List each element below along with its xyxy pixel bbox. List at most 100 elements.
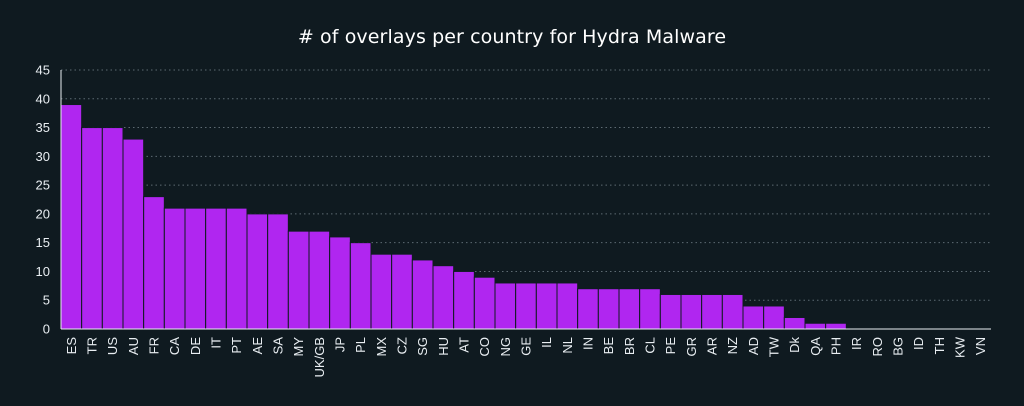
x-tick-label-co: CO (477, 337, 492, 357)
x-tick-label-qa: QA (808, 337, 823, 356)
x-tick-label-ph: PH (829, 337, 844, 355)
x-tick-label-il: IL (539, 337, 554, 348)
y-tick-label-15: 15 (36, 235, 50, 250)
x-tick-label-sg: SG (415, 337, 430, 356)
x-tick-label-ae: AE (250, 337, 265, 355)
x-tick-label-ro: RO (870, 337, 885, 357)
x-tick-label-nz: NZ (725, 337, 740, 354)
bar-tw (763, 305, 785, 330)
bar-sa (267, 213, 289, 330)
x-tick-label-nl: NL (560, 337, 575, 354)
x-tick-label-ge: GE (519, 337, 534, 356)
bar-pe (659, 293, 682, 330)
x-tick-label-ir: IR (849, 337, 864, 350)
y-tick-label-20: 20 (36, 206, 50, 221)
y-tick-label-25: 25 (36, 178, 50, 193)
bar-ar (701, 293, 723, 330)
y-tick-label-10: 10 (36, 264, 50, 279)
bar-nz (721, 293, 744, 330)
bar-ae (246, 213, 269, 330)
x-tick-label-fr: FR (147, 337, 162, 354)
y-tick-label-45: 45 (36, 63, 50, 78)
bar-de (184, 207, 207, 330)
x-tick-label-es: ES (64, 337, 79, 355)
bar-mx (370, 253, 393, 330)
y-axis-ticks: 0 5 10 15 20 25 30 35 40 45 (36, 63, 50, 337)
bar-cl (639, 288, 661, 330)
x-tick-label-cl: CL (643, 337, 658, 354)
bar-tr (81, 127, 103, 330)
x-tick-label-cz: CZ (395, 337, 410, 354)
x-tick-label-be: BE (601, 337, 616, 355)
bar-ge (515, 282, 537, 330)
x-tick-label-pt: PT (229, 337, 244, 354)
bar-in (577, 288, 599, 330)
bar-ad (742, 305, 765, 330)
bar-ng (494, 282, 517, 330)
y-tick-label-0: 0 (43, 322, 50, 337)
y-tick-label-35: 35 (36, 120, 50, 135)
x-tick-label-at: AT (457, 337, 472, 353)
bar-gr (680, 293, 703, 330)
x-tick-label-my: MY (291, 337, 306, 357)
bar-uk-gb (308, 230, 331, 330)
bar-jp (329, 236, 351, 330)
bar-be (597, 288, 620, 330)
x-tick-label-br: BR (622, 337, 637, 355)
y-tick-label-30: 30 (36, 149, 50, 164)
x-tick-label-us: US (105, 337, 120, 355)
bar-co (473, 276, 496, 330)
x-tick-label-de: DE (188, 337, 203, 355)
bar-il (535, 282, 558, 330)
bar-nl (556, 282, 579, 330)
bar-cz (391, 253, 413, 330)
x-tick-label-pe: PE (663, 337, 678, 355)
x-tick-label-sa: SA (271, 337, 286, 355)
bar-pl (349, 242, 372, 330)
bar-at (453, 270, 475, 330)
x-tick-label-ng: NG (498, 337, 513, 357)
x-tick-label-th: TH (932, 337, 947, 354)
grid-lines (61, 69, 991, 301)
bar-sg (411, 259, 434, 330)
bar-hu (432, 265, 455, 330)
x-tick-label-dk: Dk (787, 337, 802, 353)
x-tick-label-pl: PL (353, 337, 368, 353)
x-tick-label-bg: BG (891, 337, 906, 356)
x-tick-label-mx: MX (374, 337, 389, 357)
y-tick-label-40: 40 (36, 91, 50, 106)
bar-fr (143, 196, 165, 330)
x-tick-label-au: AU (126, 337, 141, 355)
y-tick-label-5: 5 (43, 293, 50, 308)
x-tick-label-jp: JP (333, 337, 348, 352)
bar-ca (163, 207, 186, 330)
axes (60, 70, 991, 330)
x-axis-labels: ES TR US AU FR CA DE IT PT AE SA MY UK/GB JP PL MX CZ SG H… (64, 336, 988, 377)
bar-it (205, 207, 227, 330)
x-tick-label-tw: TW (767, 336, 782, 357)
bar-qa (804, 322, 827, 330)
x-tick-label-id: ID (911, 337, 926, 350)
x-tick-label-vn: VN (973, 337, 988, 355)
chart-title: # of overlays per country for Hydra Malw… (297, 26, 727, 48)
x-tick-label-in: IN (581, 337, 596, 350)
bar-pt (225, 207, 248, 330)
x-tick-label-uk-gb: UK/GB (312, 337, 327, 377)
x-tick-label-ad: AD (746, 337, 761, 355)
x-tick-label-kw: KW (953, 336, 968, 358)
x-tick-label-it: IT (209, 337, 224, 349)
bar-my (287, 230, 310, 330)
bar-es (60, 104, 83, 330)
bar-au (122, 138, 145, 330)
x-tick-label-gr: GR (684, 337, 699, 357)
x-tick-label-ca: CA (167, 337, 182, 355)
bars (60, 104, 847, 330)
bar-br (618, 288, 641, 330)
x-tick-label-tr: TR (85, 337, 100, 354)
x-tick-label-hu: HU (436, 337, 451, 356)
bar-ph (825, 322, 847, 330)
x-tick-label-ar: AR (705, 337, 720, 355)
bar-us (101, 127, 124, 330)
